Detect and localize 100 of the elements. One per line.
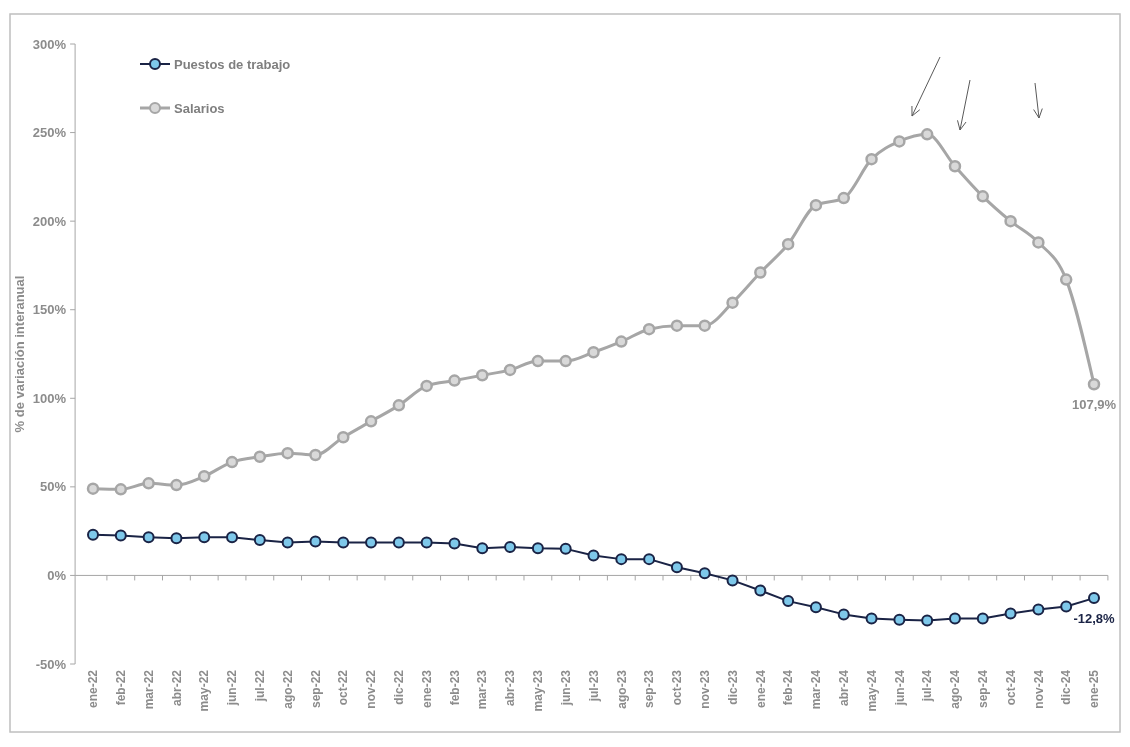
- point: [448, 537, 461, 550]
- x-tick-label: ene-24: [753, 669, 768, 709]
- point: [142, 531, 155, 544]
- point: [448, 374, 461, 387]
- x-tick-label: ene-22: [86, 669, 101, 709]
- point: [559, 542, 572, 555]
- data-label: -12,8%: [1073, 611, 1116, 627]
- point: [531, 354, 545, 368]
- point: [337, 431, 350, 444]
- x-tick-label: jul-22: [253, 669, 268, 703]
- y-tick-label: 100%: [32, 390, 67, 406]
- point: [837, 608, 850, 621]
- x-tick-label: dic-24: [1059, 669, 1074, 705]
- point: [782, 595, 795, 608]
- point: [698, 567, 711, 580]
- y-tick-label: 300%: [32, 36, 67, 52]
- x-tick-label: jun-24: [892, 669, 907, 707]
- point: [337, 536, 350, 549]
- point: [1060, 600, 1073, 613]
- point: [1032, 236, 1045, 249]
- x-tick-label: sep-24: [975, 669, 990, 709]
- x-tick-label: may-24: [864, 669, 879, 712]
- x-tick-label: feb-24: [781, 669, 796, 706]
- point: [1087, 378, 1101, 391]
- point: [309, 448, 322, 462]
- point: [1059, 273, 1073, 286]
- x-tick-label: dic-22: [392, 669, 407, 705]
- point: [225, 455, 239, 469]
- y-tick-label: 0%: [47, 567, 67, 583]
- x-tick-label: jun-23: [558, 669, 573, 707]
- point: [197, 469, 211, 483]
- x-tick-label: sep-23: [642, 669, 657, 709]
- point: [587, 549, 600, 562]
- point: [1088, 592, 1100, 605]
- point: [1004, 607, 1017, 620]
- point: [392, 399, 406, 412]
- point: [420, 379, 433, 393]
- point: [948, 612, 961, 625]
- point: [253, 450, 267, 463]
- point: [1032, 603, 1045, 616]
- point: [948, 159, 962, 173]
- x-tick-label: abr-22: [169, 669, 184, 707]
- point: [114, 483, 128, 496]
- point: [837, 191, 850, 205]
- point: [531, 542, 544, 555]
- point: [392, 536, 405, 549]
- point: [226, 531, 239, 544]
- point: [976, 612, 989, 625]
- point: [920, 128, 934, 141]
- point: [559, 354, 572, 368]
- point: [365, 536, 378, 549]
- point: [170, 532, 183, 545]
- x-tick-label: dic-23: [725, 669, 740, 705]
- x-tick-label: may-23: [531, 669, 546, 712]
- x-tick-label: may-22: [197, 669, 212, 712]
- x-tick-label: sep-22: [308, 669, 323, 709]
- y-tick-label: 50%: [40, 479, 67, 495]
- point: [142, 477, 155, 490]
- legend-label: Puestos de trabajo: [174, 56, 291, 72]
- point: [754, 266, 767, 279]
- x-tick-label: nov-22: [364, 669, 379, 709]
- x-tick-label: abr-24: [836, 669, 851, 707]
- point: [642, 322, 656, 336]
- point: [865, 152, 878, 166]
- point: [670, 319, 684, 332]
- point: [726, 574, 739, 587]
- point: [253, 534, 266, 546]
- x-tick-label: feb-22: [114, 669, 129, 706]
- point: [921, 614, 934, 627]
- point: [504, 541, 517, 554]
- point: [754, 584, 767, 597]
- y-tick-label: 200%: [32, 213, 67, 229]
- point: [170, 478, 183, 492]
- point: [893, 613, 906, 626]
- x-tick-label: ago-22: [280, 669, 295, 709]
- x-tick-label: oct-23: [670, 669, 685, 706]
- x-tick-label: oct-24: [1003, 669, 1018, 706]
- point: [420, 536, 433, 549]
- point: [670, 561, 683, 574]
- point: [809, 601, 822, 614]
- point: [587, 345, 600, 359]
- x-tick-label: feb-23: [447, 669, 462, 706]
- point: [976, 190, 990, 203]
- x-tick-label: nov-23: [697, 669, 712, 709]
- x-tick-label: mar-22: [141, 669, 156, 710]
- x-tick-label: jul-24: [920, 669, 935, 703]
- point: [114, 529, 127, 542]
- y-axis-title: % de variación interanual: [12, 275, 27, 433]
- point: [364, 415, 378, 428]
- point: [281, 536, 294, 549]
- point: [893, 135, 906, 148]
- point: [726, 296, 739, 309]
- point: [1004, 214, 1017, 228]
- x-tick-label: mar-24: [809, 669, 824, 710]
- x-tick-label: jul-23: [586, 669, 601, 703]
- point: [309, 535, 322, 548]
- point: [86, 482, 100, 495]
- point: [476, 369, 489, 382]
- x-tick-label: ene-25: [1087, 669, 1102, 709]
- x-tick-label: jun-22: [225, 669, 240, 707]
